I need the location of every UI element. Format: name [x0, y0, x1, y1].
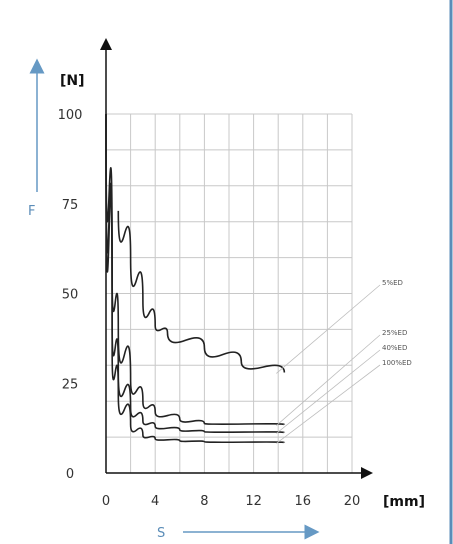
labels: 0 4 8 12 16 20 0 25 50 75 100 [N] [mm] F S: [28, 58, 425, 541]
leader-line-3: [276, 349, 381, 434]
x-tick-label: 20: [344, 494, 361, 509]
x-tick-label: 0: [102, 494, 110, 509]
leader-line-4: [276, 364, 381, 444]
series-line-3: [105, 113, 286, 434]
series-line-4: [105, 113, 286, 444]
series-label-1: 5%ED: [382, 279, 403, 287]
x-tick-label: 4: [151, 494, 159, 509]
x-tick-label: 12: [245, 494, 262, 509]
y-axis-label: [N]: [60, 73, 85, 89]
series-label-3: 40%ED: [382, 344, 407, 352]
series-line-2: [105, 113, 286, 426]
y-tick-label: 25: [62, 377, 79, 392]
x-axis-label: [mm]: [383, 494, 425, 510]
series-line-1: [117, 210, 286, 373]
y-tick-label: 50: [62, 288, 79, 303]
leader-line-1: [276, 284, 381, 374]
series-label-2: 25%ED: [382, 329, 407, 337]
series-layer: 5%ED 25%ED 40%ED 100%ED: [105, 113, 412, 444]
y-tick-label: 75: [62, 198, 79, 213]
force-direction-label: F: [28, 204, 35, 219]
y-tick-label: 0: [66, 467, 74, 482]
y-tick-label: 100: [58, 108, 83, 123]
x-tick-label: 8: [200, 494, 208, 509]
leader-line-2: [276, 334, 381, 426]
stroke-direction-label: S: [157, 526, 165, 541]
x-tick-label: 16: [295, 494, 312, 509]
series-label-4: 100%ED: [382, 359, 412, 367]
